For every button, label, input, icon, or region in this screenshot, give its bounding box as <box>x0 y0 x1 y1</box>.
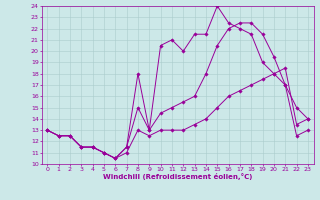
X-axis label: Windchill (Refroidissement éolien,°C): Windchill (Refroidissement éolien,°C) <box>103 173 252 180</box>
